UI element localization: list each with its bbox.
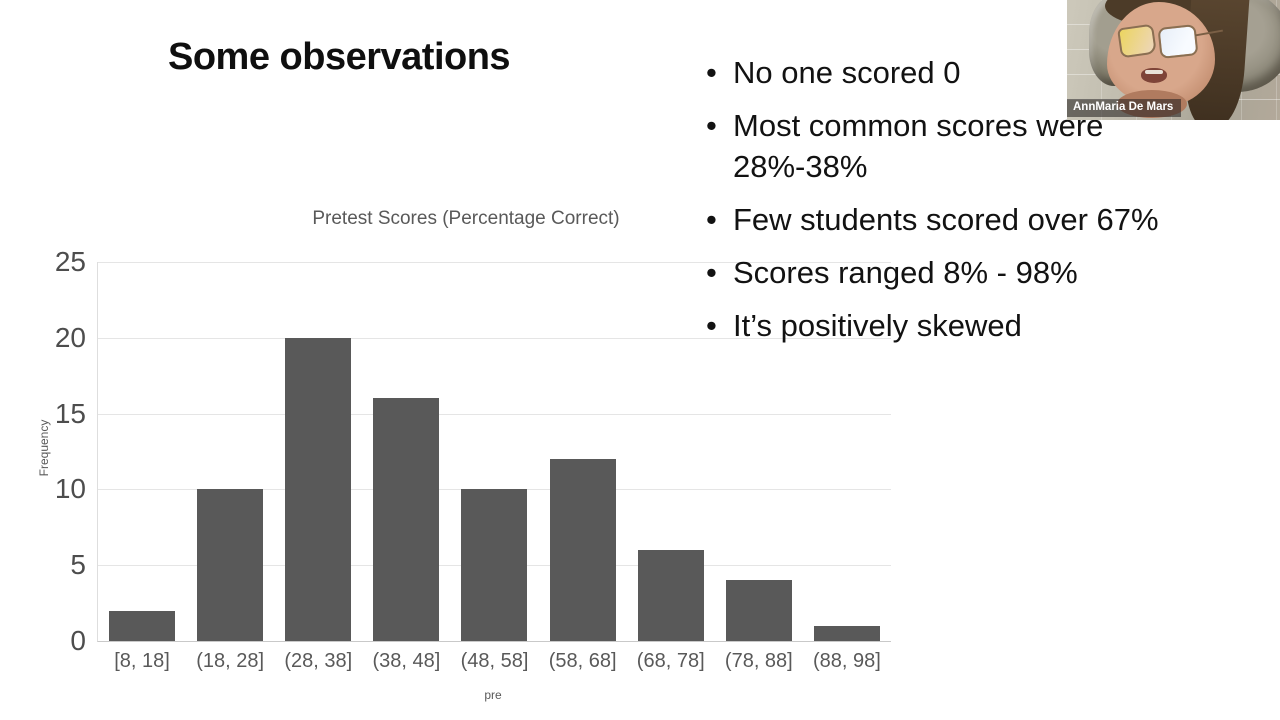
- bullet-text: It’s positively skewed: [733, 308, 1022, 343]
- bullet-text: No one scored 0: [733, 55, 961, 90]
- bars-row: [98, 262, 891, 641]
- bar-column: [627, 262, 715, 641]
- bullet-item: • Most common scores were 28%-38%: [706, 105, 1226, 187]
- bullet-item: • Scores ranged 8% - 98%: [706, 252, 1226, 293]
- x-tick-label: (58, 68]: [548, 650, 617, 672]
- bar-column: [186, 262, 274, 641]
- glasses-lens-right: [1157, 24, 1199, 59]
- x-tick-label: (88, 98]: [813, 650, 881, 672]
- speaker-teeth: [1145, 70, 1163, 74]
- x-tick-label: (38, 48]: [372, 650, 441, 672]
- y-tick-label: 5: [70, 549, 86, 581]
- bullet-icon: •: [706, 55, 717, 90]
- bullet-item: • No one scored 0: [706, 52, 1226, 93]
- x-tick-label: (18, 28]: [196, 650, 265, 672]
- x-tick-label: (68, 78]: [636, 650, 705, 672]
- x-tick-label: (28, 38]: [284, 650, 353, 672]
- bar: [637, 550, 704, 641]
- webcam-overlay: AnnMaria De Mars: [1067, 0, 1280, 120]
- bar: [197, 489, 264, 641]
- y-tick-label: 0: [70, 625, 86, 656]
- x-tick-label: (78, 88]: [724, 650, 793, 672]
- y-tick-label: 25: [54, 246, 86, 277]
- bar: [109, 610, 176, 641]
- plot-area: 0 5 10 15 20 25 [8, 18] (18, 28] (28, 38] (38, 48…: [55, 246, 891, 672]
- bar-column: [274, 262, 362, 641]
- y-tick-label: 20: [54, 321, 86, 353]
- bullet-icon: •: [706, 108, 717, 143]
- gridline: [98, 337, 891, 339]
- bullet-text: Scores ranged 8% - 98%: [733, 255, 1078, 290]
- bar: [285, 337, 352, 641]
- bar-column: [715, 262, 803, 641]
- bar: [549, 459, 616, 641]
- glasses-icon: [1117, 23, 1199, 59]
- bar: [373, 398, 440, 641]
- bar: [725, 580, 792, 641]
- bullet-item: • It’s positively skewed: [706, 305, 1226, 346]
- bullet-icon: •: [706, 202, 717, 237]
- bar: [813, 625, 880, 641]
- bullet-text: Most common scores were 28%-38%: [733, 108, 1104, 184]
- slide-title: Some observations: [168, 36, 511, 78]
- glasses-lens-left: [1117, 23, 1157, 59]
- gridline: [98, 413, 891, 415]
- y-tick-label: 10: [54, 473, 86, 505]
- participant-name-badge: AnnMaria De Mars: [1067, 99, 1182, 117]
- x-tick-label: (48, 58]: [460, 650, 529, 672]
- gridline: [98, 262, 891, 263]
- y-tick-label: 15: [54, 397, 86, 429]
- bullet-icon: •: [706, 308, 717, 343]
- x-tick-label: [8, 18]: [114, 650, 170, 672]
- bullet-item: • Few students scored over 67%: [706, 199, 1226, 240]
- observations-list: • No one scored 0 • Most common scores w…: [706, 52, 1226, 358]
- bar-column: [803, 262, 891, 641]
- bar-column: [362, 262, 450, 641]
- bar: [461, 489, 528, 641]
- bar-column: [450, 262, 538, 641]
- bullet-text: Few students scored over 67%: [733, 202, 1159, 237]
- x-axis-label: pre: [484, 688, 502, 702]
- chart-title: Pretest Scores (Percentage Correct): [312, 208, 620, 229]
- bullet-icon: •: [706, 255, 717, 290]
- bar-column: [539, 262, 627, 641]
- x-tick-row: [8, 18] (18, 28] (28, 38] (38, 48] (48, 58] (…: [98, 650, 891, 673]
- bar-column: [98, 262, 186, 641]
